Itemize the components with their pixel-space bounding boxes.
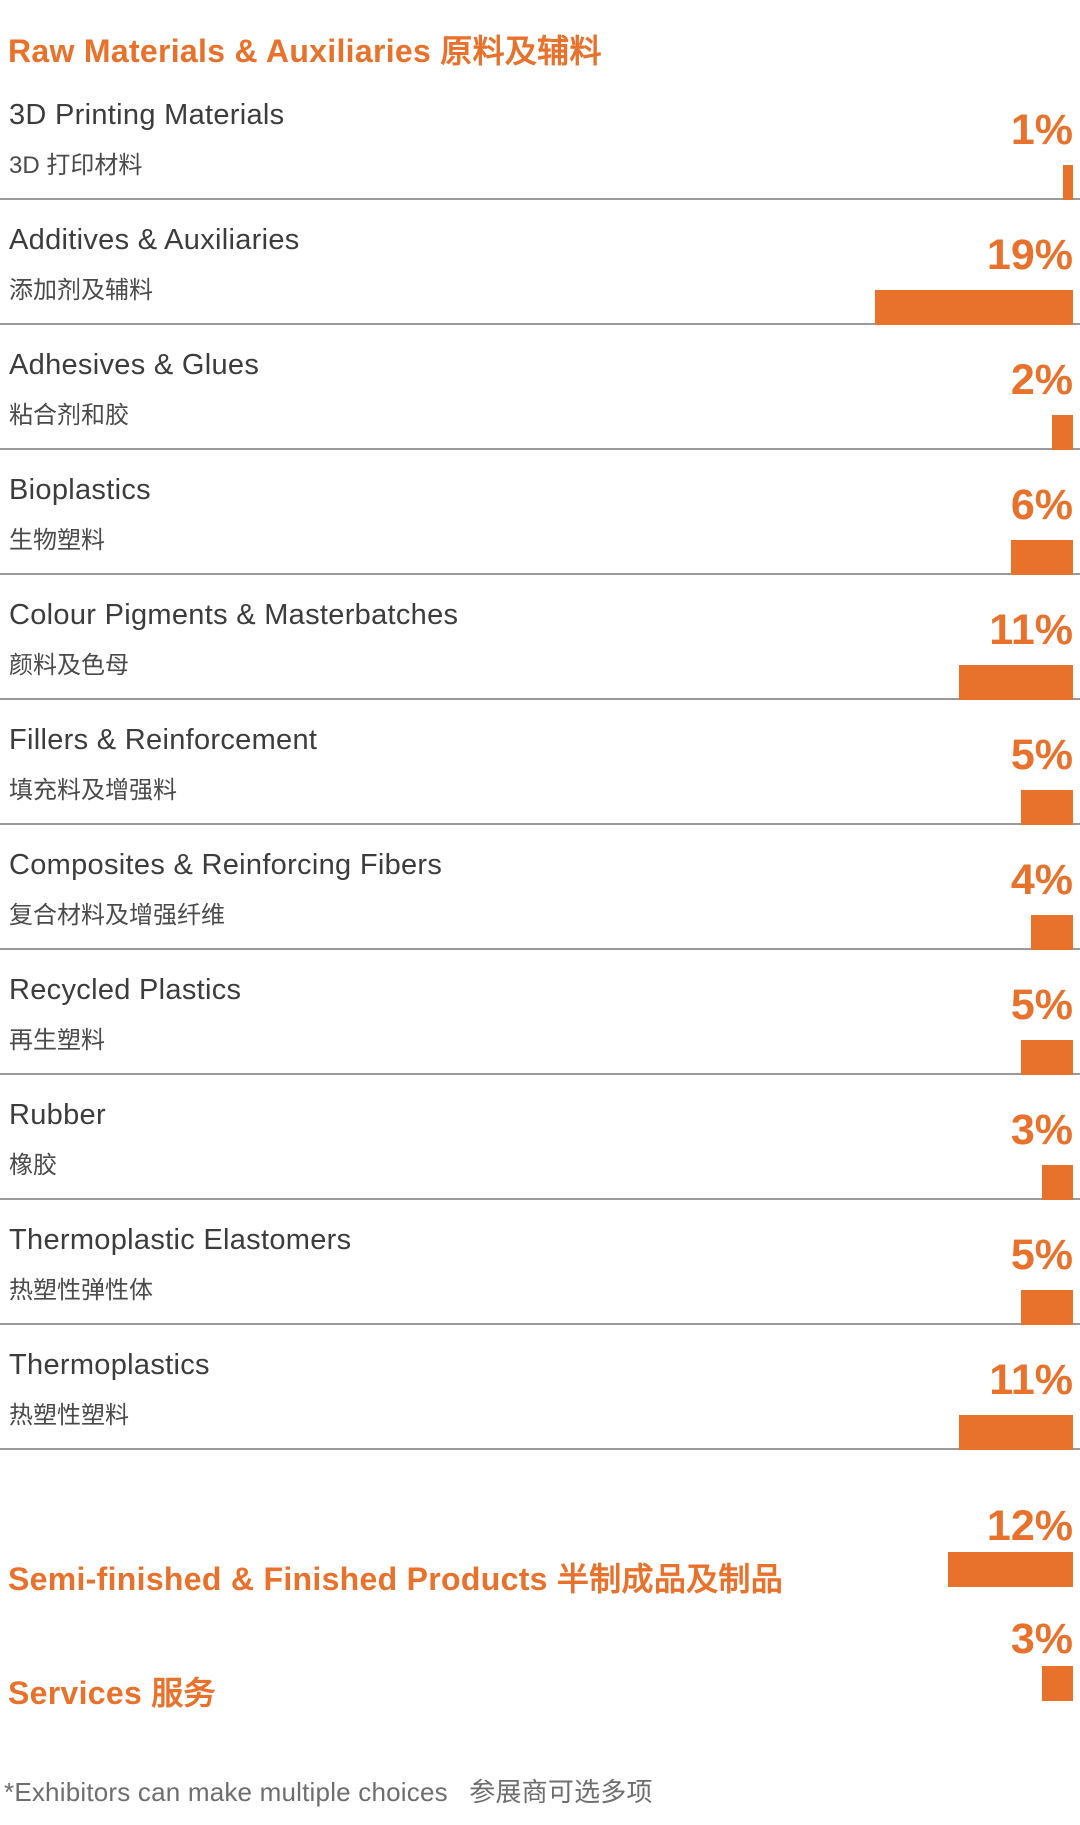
row-fillers-reinforcement: Fillers & Reinforcement 填充料及增强料 5% <box>0 700 1080 825</box>
percent-bar <box>959 665 1073 700</box>
category-name-en: Additives & Auxiliaries <box>9 224 300 256</box>
section-title-raw-materials: Raw Materials & Auxiliaries 原料及辅料 <box>8 33 602 69</box>
row-composites-reinforcing-fibers: Composites & Reinforcing Fibers 复合材料及增强纤… <box>0 825 1080 950</box>
footnote: *Exhibitors can make multiple choices 参展… <box>4 1772 653 1809</box>
category-name-zh: 3D 打印材料 <box>9 152 143 179</box>
bottom-sections: 12% Semi-finished & Finished Products 半制… <box>0 1450 1080 1825</box>
row-thermoplastics: Thermoplastics 热塑性塑料 11% <box>0 1325 1080 1450</box>
percent-bar <box>1021 1040 1073 1075</box>
percent-bar <box>959 1415 1073 1450</box>
category-name-en: Rubber <box>9 1099 106 1131</box>
row-adhesives-glues: Adhesives & Glues 粘合剂和胶 2% <box>0 325 1080 450</box>
row-colour-pigments-masterbatches: Colour Pigments & Masterbatches 颜料及色母 11… <box>0 575 1080 700</box>
category-name-en: Composites & Reinforcing Fibers <box>9 849 443 881</box>
percent-bar <box>1063 165 1073 200</box>
row-recycled-plastics: Recycled Plastics 再生塑料 5% <box>0 950 1080 1075</box>
row-bioplastics: Bioplastics 生物塑料 6% <box>0 450 1080 575</box>
row-thermoplastic-elastomers: Thermoplastic Elastomers 热塑性弹性体 5% <box>0 1200 1080 1325</box>
percent-label-services: 3% <box>1010 1615 1073 1663</box>
category-name-zh: 热塑性弹性体 <box>9 1277 153 1304</box>
category-name-zh: 生物塑料 <box>9 527 105 554</box>
percent-bar <box>1031 915 1073 950</box>
percent-bar-services <box>1042 1666 1073 1701</box>
percent-label: 3% <box>1010 1106 1073 1154</box>
percent-label: 4% <box>1010 856 1073 904</box>
percent-label: 19% <box>986 231 1073 279</box>
percent-label: 1% <box>1010 106 1073 154</box>
category-name-en: Colour Pigments & Masterbatches <box>9 599 459 631</box>
category-name-en: Fillers & Reinforcement <box>9 724 318 756</box>
percent-bar <box>1021 1290 1073 1325</box>
category-list: 3D Printing Materials 3D 打印材料 1% Additiv… <box>0 75 1080 1450</box>
percent-bar <box>1011 540 1073 575</box>
category-name-en: Recycled Plastics <box>9 974 242 1006</box>
category-name-zh: 添加剂及辅料 <box>9 277 153 304</box>
footnote-zh: 参展商可选多项 <box>469 1777 653 1807</box>
row-rubber: Rubber 橡胶 3% <box>0 1075 1080 1200</box>
category-name-zh: 颜料及色母 <box>9 652 129 679</box>
percent-label: 6% <box>1010 481 1073 529</box>
percent-label: 2% <box>1010 356 1073 404</box>
percent-label: 5% <box>1010 731 1073 779</box>
row-3d-printing-materials: 3D Printing Materials 3D 打印材料 1% <box>0 75 1080 200</box>
category-name-en: Adhesives & Glues <box>9 349 260 381</box>
category-name-zh: 填充料及增强料 <box>9 777 177 804</box>
percent-label: 5% <box>1010 1231 1073 1279</box>
percent-label: 11% <box>989 1356 1073 1404</box>
percent-bar <box>1042 1165 1073 1200</box>
percent-label: 5% <box>1010 981 1073 1029</box>
row-additives-auxiliaries: Additives & Auxiliaries 添加剂及辅料 19% <box>0 200 1080 325</box>
category-name-en: 3D Printing Materials <box>9 99 285 131</box>
footnote-en: *Exhibitors can make multiple choices <box>4 1777 448 1807</box>
percent-bar <box>1052 415 1073 450</box>
percent-bar-semi-finished <box>948 1552 1073 1587</box>
category-name-zh: 再生塑料 <box>9 1027 105 1054</box>
percent-label-semi-finished: 12% <box>986 1502 1073 1550</box>
percent-label: 11% <box>989 606 1073 654</box>
section-title-semi-finished-products: Semi-finished & Finished Products 半制成品及制… <box>8 1561 784 1597</box>
category-name-zh: 橡胶 <box>9 1152 57 1179</box>
category-name-en: Thermoplastic Elastomers <box>9 1224 352 1256</box>
category-name-en: Thermoplastics <box>9 1349 210 1381</box>
percent-bar <box>875 290 1073 325</box>
category-name-zh: 复合材料及增强纤维 <box>9 902 225 929</box>
section-title-services: Services 服务 <box>8 1675 216 1711</box>
category-name-en: Bioplastics <box>9 474 151 506</box>
category-name-zh: 粘合剂和胶 <box>9 402 129 429</box>
category-name-zh: 热塑性塑料 <box>9 1402 129 1429</box>
percent-bar <box>1021 790 1073 825</box>
